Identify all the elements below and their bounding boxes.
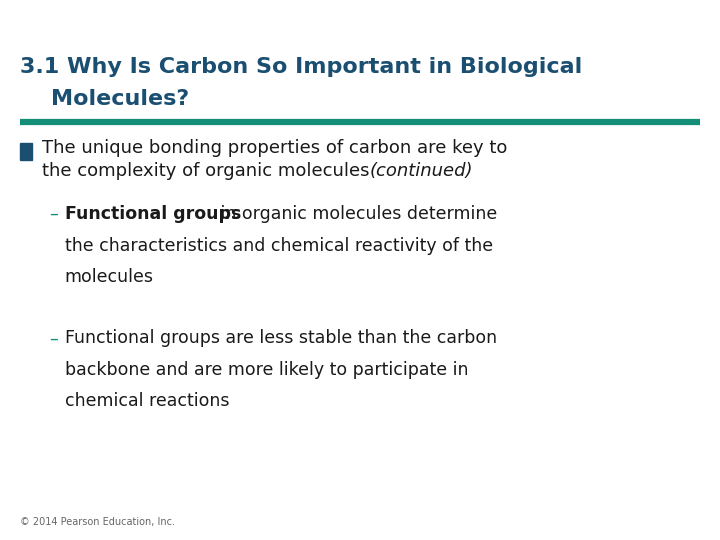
- Text: the complexity of organic molecules: the complexity of organic molecules: [42, 162, 375, 180]
- Text: Functional groups: Functional groups: [65, 205, 241, 223]
- Text: backbone and are more likely to participate in: backbone and are more likely to particip…: [65, 361, 468, 379]
- Text: molecules: molecules: [65, 268, 154, 286]
- Text: © 2014 Pearson Education, Inc.: © 2014 Pearson Education, Inc.: [20, 516, 175, 526]
- Text: chemical reactions: chemical reactions: [65, 392, 229, 410]
- Text: 3.1 Why Is Carbon So Important in Biological: 3.1 Why Is Carbon So Important in Biolog…: [20, 57, 582, 77]
- Text: The unique bonding properties of carbon are key to: The unique bonding properties of carbon …: [42, 139, 507, 157]
- Text: the characteristics and chemical reactivity of the: the characteristics and chemical reactiv…: [65, 237, 493, 254]
- Text: –: –: [49, 329, 58, 347]
- Text: (continued): (continued): [369, 162, 473, 180]
- Text: –: –: [49, 205, 58, 223]
- Text: in organic molecules determine: in organic molecules determine: [215, 205, 497, 223]
- Text: Functional groups are less stable than the carbon: Functional groups are less stable than t…: [65, 329, 497, 347]
- Text: Molecules?: Molecules?: [20, 89, 189, 109]
